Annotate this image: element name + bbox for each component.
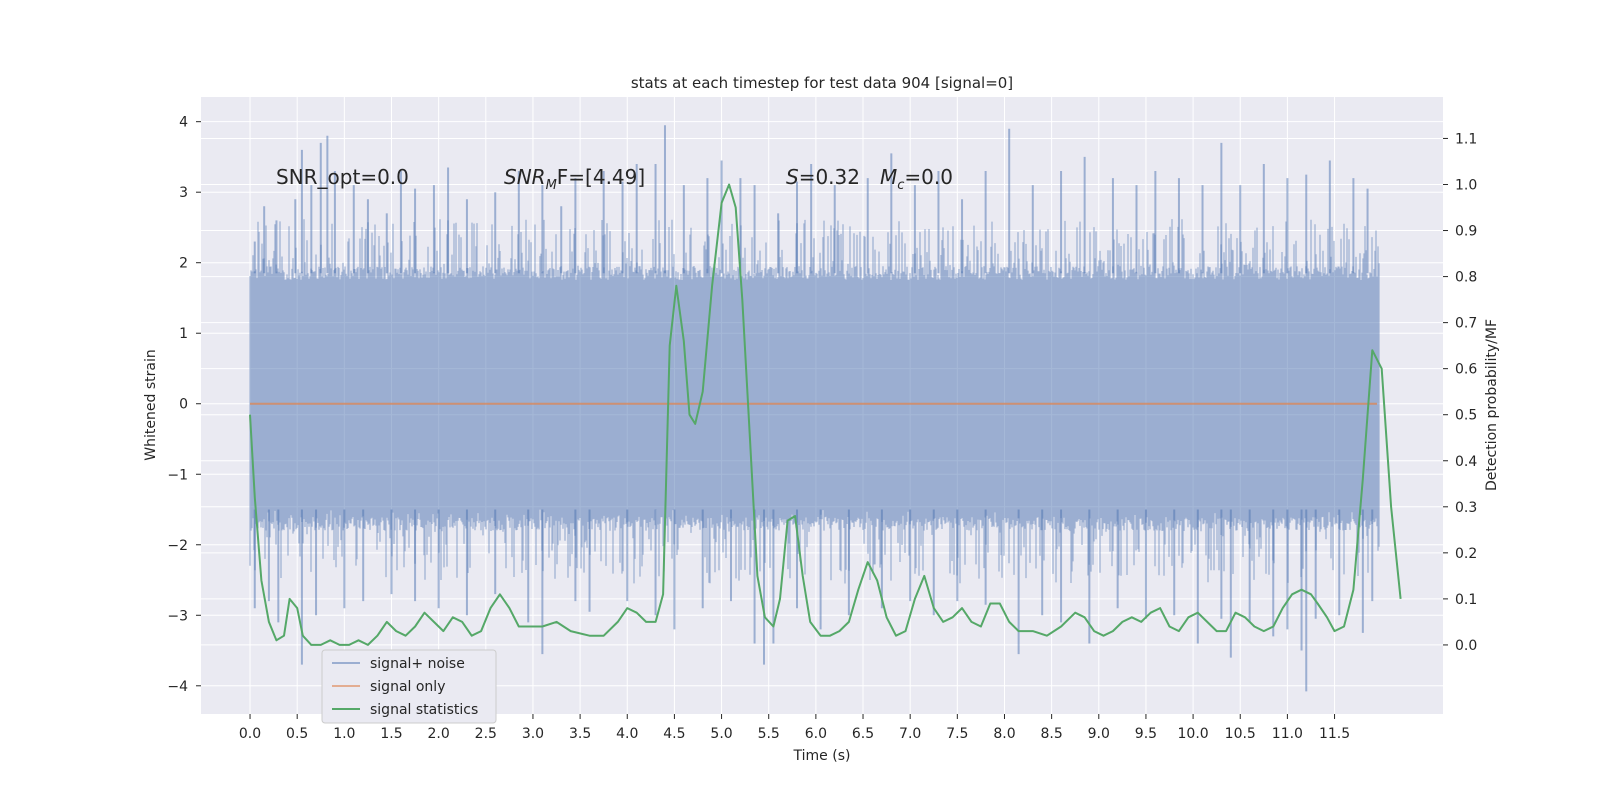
y-tick-label: 2 xyxy=(179,256,188,272)
x-tick-label: 6.0 xyxy=(805,726,827,742)
y-axis-label: Whitened strain xyxy=(143,349,159,460)
y-tick-label: −1 xyxy=(167,467,188,483)
annotation-mc: Mc=0.0 xyxy=(880,165,953,193)
x-tick-label: 10.5 xyxy=(1225,726,1256,742)
legend: signal+ noise signal only signal statist… xyxy=(321,649,497,724)
x-tick-label: 4.0 xyxy=(616,726,638,742)
x-tick-label: 9.5 xyxy=(1135,726,1157,742)
x-tick-label: 1.5 xyxy=(380,726,402,742)
x-tick-label: 7.0 xyxy=(899,726,921,742)
x-tick-label: 10.0 xyxy=(1178,726,1209,742)
annotation-snr-opt: SNR_opt=0.0 xyxy=(276,165,409,189)
x-tick-label: 2.0 xyxy=(428,726,450,742)
y2-tick-label: 0.6 xyxy=(1455,362,1477,378)
legend-box xyxy=(321,649,497,724)
y2-tick-label: 1.0 xyxy=(1455,177,1477,193)
y2-tick-label: 0.8 xyxy=(1455,270,1477,286)
chart-title: stats at each timestep for test data 904… xyxy=(631,74,1013,92)
noise-series xyxy=(249,125,1380,692)
x-tick-label: 3.0 xyxy=(522,726,544,742)
y2-tick-label: 0.5 xyxy=(1455,408,1477,424)
signal-statistics-line xyxy=(249,183,1402,646)
x-tick-label: 1.0 xyxy=(333,726,355,742)
y2-tick-label: 0.0 xyxy=(1455,638,1477,654)
x-axis-label: Time (s) xyxy=(793,748,851,764)
y2-tick-label: 0.3 xyxy=(1455,500,1477,516)
y2-tick-label: 0.4 xyxy=(1455,454,1477,470)
x-tick-label: 9.0 xyxy=(1088,726,1110,742)
y-tick-label: −4 xyxy=(167,679,188,695)
x-tick-label: 5.0 xyxy=(710,726,732,742)
y-tick-label: 1 xyxy=(179,326,188,342)
x-tick-label: 8.0 xyxy=(993,726,1015,742)
y-tick-label: 4 xyxy=(179,115,188,131)
y-tick-label: 0 xyxy=(179,397,188,413)
y2-tick-label: 1.1 xyxy=(1455,131,1477,147)
x-tick-label: 4.5 xyxy=(663,726,685,742)
y-tick-label: 3 xyxy=(179,185,188,201)
y-tick-label: −2 xyxy=(167,538,188,554)
y2-tick-label: 0.1 xyxy=(1455,592,1477,608)
y2-tick-label: 0.9 xyxy=(1455,224,1477,240)
x-tick-label: 0.0 xyxy=(239,726,261,742)
x-tick-label: 3.5 xyxy=(569,726,591,742)
y2-tick-label: 0.2 xyxy=(1455,546,1477,562)
ticks: 0.0 0.5 1.0 1.5 2.0 2.5 3.0 3.5 4.0 4.5 5.0 5.5 6.0 6… xyxy=(167,115,1477,742)
y2-tick-label: 0.7 xyxy=(1455,316,1477,332)
statistics-series xyxy=(249,183,1402,646)
x-tick-label: 5.5 xyxy=(758,726,780,742)
x-tick-label: 8.5 xyxy=(1041,726,1063,742)
y2-axis-label: Detection probability/MF xyxy=(1484,319,1500,491)
y-tick-label: −3 xyxy=(167,608,188,624)
x-tick-label: 11.5 xyxy=(1319,726,1350,742)
x-tick-label: 0.5 xyxy=(286,726,308,742)
x-tick-label: 11.0 xyxy=(1272,726,1303,742)
x-tick-label: 7.5 xyxy=(946,726,968,742)
x-tick-label: 2.5 xyxy=(475,726,497,742)
legend-label-statistics: signal statistics xyxy=(370,702,478,718)
legend-label-noise: signal+ noise xyxy=(370,656,465,672)
annotation-snr-mf: SNRMF=[4.49] xyxy=(504,165,645,193)
annotation-s: S=0.32 xyxy=(786,165,860,189)
legend-label-signal: signal only xyxy=(370,679,445,695)
x-tick-label: 6.5 xyxy=(852,726,874,742)
